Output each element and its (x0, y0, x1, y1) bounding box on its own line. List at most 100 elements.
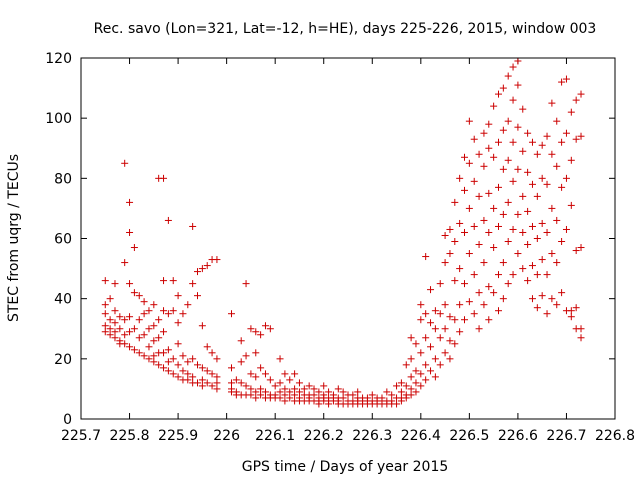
data-point (261, 370, 269, 378)
data-point (543, 271, 551, 279)
plot-frame (80, 57, 616, 420)
data-point (558, 289, 566, 297)
data-point (548, 99, 556, 107)
data-point (553, 117, 561, 125)
data-point (271, 382, 279, 390)
data-point (543, 310, 551, 318)
data-point (446, 337, 454, 345)
data-point (465, 204, 473, 212)
data-point (470, 271, 478, 279)
data-point (213, 373, 221, 381)
data-point (242, 280, 250, 288)
data-point (257, 391, 265, 399)
y-tick-labels: 0 20 40 60 80 100 120 (45, 51, 72, 428)
data-point (480, 301, 488, 309)
data-point (227, 364, 235, 372)
data-point (490, 153, 498, 161)
data-point (538, 219, 546, 227)
data-point (286, 388, 294, 396)
data-point (407, 355, 415, 363)
data-point (257, 364, 265, 372)
y-tick-label: 20 (54, 352, 72, 368)
data-point (562, 225, 570, 233)
x-tick-label: 226 (213, 428, 240, 444)
data-point (266, 325, 274, 333)
x-axis-label: GPS time / Days of year 2015 (242, 459, 449, 475)
data-point (315, 400, 323, 408)
data-point (111, 328, 119, 336)
x-tick-label: 226.7 (546, 428, 586, 444)
data-point (121, 340, 129, 348)
data-point (572, 96, 580, 104)
data-point (184, 370, 192, 378)
data-point (310, 385, 318, 393)
data-point (461, 153, 469, 161)
data-point (106, 295, 114, 303)
data-point (213, 355, 221, 363)
data-point (470, 177, 478, 185)
data-point (281, 391, 289, 399)
data-point (252, 388, 260, 396)
data-point (291, 391, 299, 399)
data-point (237, 379, 245, 387)
data-point (499, 126, 507, 134)
data-point (198, 265, 206, 273)
data-point (494, 183, 502, 191)
data-point (538, 174, 546, 182)
data-point (198, 364, 206, 372)
data-point (519, 192, 527, 200)
data-point (242, 382, 250, 390)
data-point (194, 361, 202, 369)
data-point (286, 394, 294, 402)
data-point (203, 262, 211, 270)
data-point (213, 256, 221, 264)
data-point (422, 376, 430, 384)
data-point (169, 277, 177, 285)
data-point (572, 304, 580, 312)
data-point (135, 349, 143, 357)
data-point (558, 78, 566, 86)
data-point (417, 370, 425, 378)
data-point (451, 238, 459, 246)
data-point (150, 358, 158, 366)
data-point (417, 349, 425, 357)
data-point (155, 361, 163, 369)
data-point (140, 298, 148, 306)
data-point (456, 174, 464, 182)
data-point (160, 328, 168, 336)
data-point (417, 382, 425, 390)
data-point (441, 325, 449, 333)
data-point (198, 382, 206, 390)
x-tick-label: 226.2 (304, 428, 344, 444)
data-point (528, 295, 536, 303)
data-points (101, 57, 585, 408)
data-point (402, 382, 410, 390)
data-point (184, 376, 192, 384)
data-point (509, 138, 517, 146)
data-point (436, 310, 444, 318)
data-point (121, 316, 129, 324)
data-point (475, 325, 483, 333)
data-point (179, 352, 187, 360)
data-point (135, 316, 143, 324)
data-point (509, 225, 517, 233)
data-point (567, 313, 575, 321)
data-point (514, 250, 522, 258)
data-point (485, 316, 493, 324)
data-point (174, 373, 182, 381)
data-point (528, 262, 536, 270)
data-point (227, 379, 235, 387)
x-tick-label: 226.6 (498, 428, 538, 444)
data-point (446, 313, 454, 321)
data-point (519, 265, 527, 273)
data-point (490, 204, 498, 212)
data-point (470, 222, 478, 230)
data-point (179, 367, 187, 375)
data-point (145, 307, 153, 315)
data-point (533, 235, 541, 242)
data-point (533, 271, 541, 279)
data-point (465, 250, 473, 258)
data-point (572, 135, 580, 143)
data-point (325, 388, 333, 396)
data-point (533, 304, 541, 312)
